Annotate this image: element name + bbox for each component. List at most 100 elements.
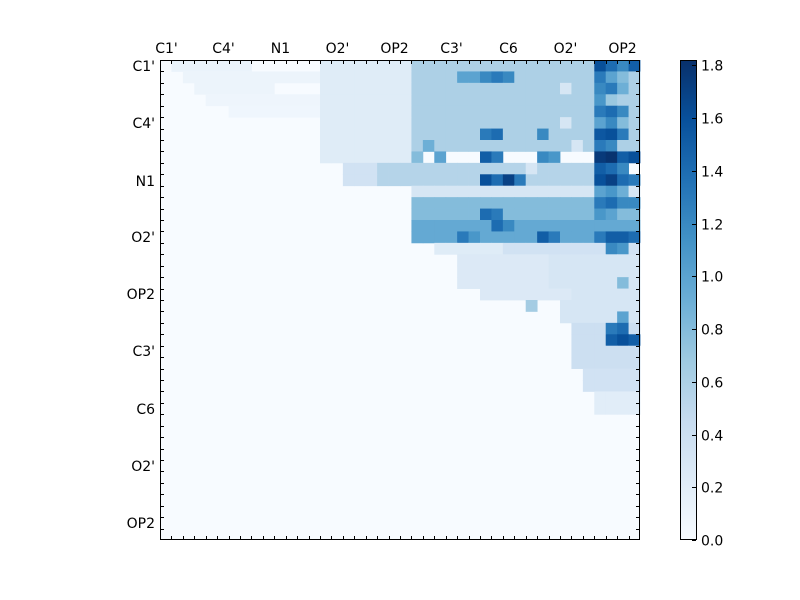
heatmap-cell [411,60,424,72]
heatmap-cell [434,71,447,84]
heatmap-cell [445,185,458,198]
heatmap-cell [571,71,584,84]
heatmap-cell [457,197,469,209]
heatmap-cell [525,105,538,118]
heatmap-cell [400,162,412,175]
heatmap-cell [514,140,527,152]
heatmap-cell [411,185,424,198]
heatmap-cell [628,300,641,312]
heatmap-cell [525,265,538,278]
heatmap-cell [537,197,549,209]
heatmap-cell [480,60,492,72]
heatmap-cell [628,368,641,381]
heatmap-cell [514,288,527,301]
heatmap-cell [445,117,458,129]
heatmap-cell [342,140,355,152]
colorbar-ticks: 0.0 0.2 0.4 0.6 0.8 1.0 1.2 1.4 1.6 1.8 [692,59,723,550]
heatmap-cell [617,140,629,152]
heatmap-cell [502,105,515,118]
heatmap-cell [480,162,492,175]
heatmap-cell [468,208,481,221]
heatmap-cell [342,94,355,107]
heatmap-cell [594,322,607,335]
heatmap-cell [480,242,492,255]
heatmap-cell [342,174,355,187]
heatmap-cell [537,105,549,118]
heatmap-cell [582,60,595,72]
heatmap-cell [411,128,424,141]
heatmap-cell [377,105,389,118]
heatmap-cell [411,105,424,118]
heatmap-cell [320,82,332,95]
heatmap-cell [182,60,195,72]
heatmap-cell [617,288,629,301]
heatmap-cell [617,117,629,129]
colorbar-tick-label: 0.2 [701,481,723,497]
heatmap-cell [377,60,389,72]
heatmap-cell [582,94,595,107]
heatmap-cell [468,185,481,198]
heatmap-cell [320,94,332,107]
heatmap-cell [548,265,561,278]
heatmap-cell [468,254,481,267]
heatmap-cell [628,208,641,221]
heatmap-cell [354,162,367,175]
heatmap-cell [342,60,355,72]
heatmap-cell [331,151,344,164]
heatmap-cell [560,220,572,232]
heatmap-cell [400,128,412,141]
heatmap-cell [422,71,435,84]
heatmap-cell [617,368,629,381]
heatmap-cell [582,277,595,289]
heatmap-cell [422,220,435,232]
heatmap-cell [308,105,321,118]
heatmap-cell [617,402,629,415]
heatmap-cell [617,162,629,175]
heatmap-cell [514,105,527,118]
heatmap-cell [411,71,424,84]
heatmap-cell [445,231,458,244]
heatmap-cell [434,197,447,209]
heatmap-cell [628,277,641,289]
heatmap-cell [617,380,629,392]
heatmap-cell [354,71,367,84]
heatmap-cell [571,311,584,324]
heatmap-cell [617,357,629,369]
heatmap-cell [480,128,492,141]
heatmap-cell [571,105,584,118]
heatmap-cell [548,140,561,152]
heatmap-cell [285,105,298,118]
heatmap-cell [594,71,607,84]
heatmap-cell [342,117,355,129]
heatmap-cell [422,105,435,118]
heatmap-cell [605,140,618,152]
heatmap-cell [514,174,527,187]
heatmap-cell [354,94,367,107]
heatmap-cell [571,94,584,107]
heatmap-cell [571,254,584,267]
heatmap-cell [468,117,481,129]
heatmap-cell [594,345,607,358]
heatmap-cell [445,71,458,84]
heatmap-cell [537,140,549,152]
heatmap-cell [502,277,515,289]
heatmap-cell [628,345,641,358]
heatmap-cell [628,185,641,198]
heatmap-cell [457,162,469,175]
heatmap-cell [594,162,607,175]
heatmap-cell [537,288,549,301]
heatmap-cell [594,60,607,72]
heatmap-cell [388,174,401,187]
heatmap-cell [582,174,595,187]
heatmap-cell [594,197,607,209]
heatmap-cell [560,311,572,324]
heatmap-cell [502,71,515,84]
heatmap-cell [502,117,515,129]
heatmap-cell [605,174,618,187]
heatmap-cell [514,220,527,232]
heatmap-cell [457,94,469,107]
heatmap-cell [548,174,561,187]
colorbar-tick-label: 0.0 [701,534,723,550]
heatmap-cell [525,174,538,187]
heatmap-cell [331,105,344,118]
